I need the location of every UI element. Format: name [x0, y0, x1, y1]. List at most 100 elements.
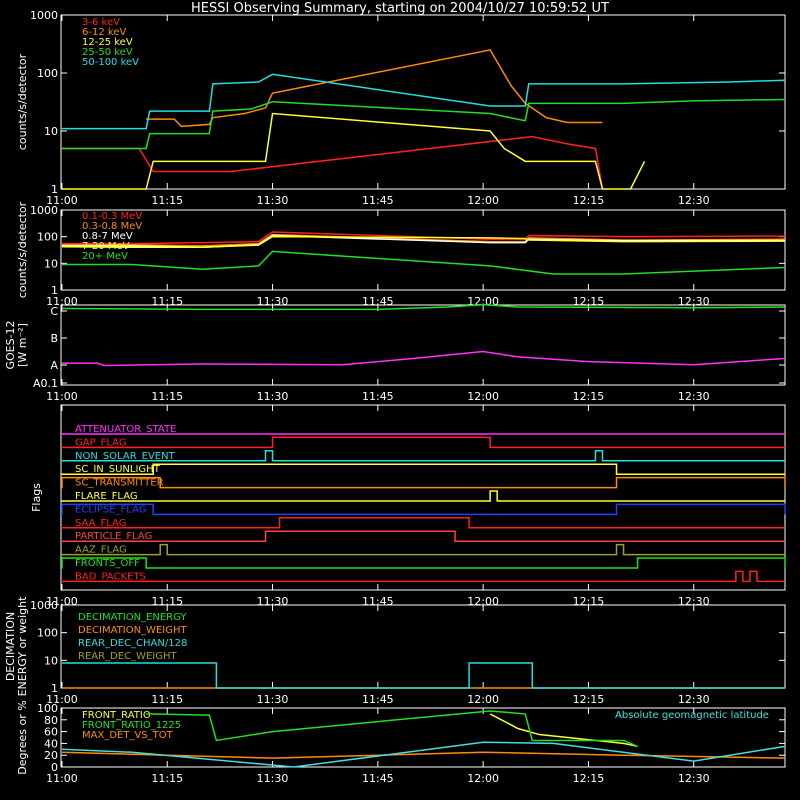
ratio-ylabel: Degrees or % — [16, 700, 29, 774]
y-tick-label: B — [50, 332, 58, 345]
series-line — [61, 73, 786, 130]
x-tick-label: 11:30 — [257, 772, 289, 785]
y-tick-label: 40 — [44, 737, 58, 750]
y-tick-label: 1000 — [30, 599, 58, 612]
series-line — [61, 250, 786, 275]
flag-label: FRONTS_OFF — [75, 558, 140, 569]
flag-line — [61, 490, 785, 502]
flags-frame — [60, 404, 786, 591]
x-tick-label: 12:15 — [573, 390, 605, 403]
series-line — [61, 231, 786, 245]
x-tick-label: 11:00 — [46, 390, 78, 403]
x-tick-label: 11:30 — [257, 390, 289, 403]
flag-line — [61, 570, 785, 583]
y-tick-label: 1 — [51, 284, 58, 297]
legend-label: 50-100 keV — [82, 57, 139, 68]
legend-label: 0.8-7 MeV — [82, 231, 133, 242]
legend-label: FRONT_RATIO — [82, 710, 151, 721]
x-tick-label: 11:45 — [362, 390, 394, 403]
x-tick-label: 12:15 — [573, 693, 605, 706]
goes-frame — [60, 304, 786, 386]
x-tick-label: 12:30 — [678, 772, 710, 785]
y-tick-label: 60 — [44, 726, 58, 739]
x-tick-label: 11:45 — [362, 194, 394, 207]
y-tick-label: A0.1 — [33, 377, 58, 390]
flag-line — [61, 450, 785, 462]
flag-line — [61, 557, 786, 569]
page-title: HESSI Observing Summary, starting on 200… — [191, 1, 609, 16]
y-tick-label: 100 — [37, 627, 58, 640]
series-line — [489, 713, 638, 748]
y-tick-label: A — [50, 359, 58, 372]
flag-label: ECLIPSE_FLAG — [75, 504, 146, 515]
legend-label: 6-12 keV — [82, 27, 126, 38]
x-tick-label: 12:00 — [467, 772, 499, 785]
legend-label: FRONT_RATIO_1225 — [82, 720, 181, 731]
x-tick-label: 11:00 — [46, 194, 78, 207]
dec-ylabel: DECIMATION — [4, 612, 17, 681]
flag-line — [61, 503, 786, 516]
y-tick-label: 100 — [37, 702, 58, 715]
flag-line — [61, 530, 785, 542]
ratio-frame — [60, 707, 786, 768]
flag-line — [61, 543, 785, 556]
legend-label: 12-25 keV — [82, 37, 133, 48]
y-tick-label: 1000 — [30, 204, 58, 217]
flag-label: PARTICLE_FLAG — [75, 531, 152, 542]
flag-label: BAD_PACKETS — [75, 571, 146, 582]
legend-label: REAR_DEC_CHAN/128 — [78, 638, 187, 649]
y-tick-label: 100 — [37, 231, 58, 244]
series-line — [61, 350, 786, 367]
series-line — [61, 303, 786, 311]
x-tick-label: 12:30 — [678, 390, 710, 403]
series-line — [146, 710, 638, 748]
series-line — [61, 235, 786, 249]
x-tick-label: 11:45 — [362, 772, 394, 785]
legend-label: DECIMATION_ENERGY — [78, 612, 187, 623]
goes-ylabel-units: [W m⁻²] — [16, 323, 29, 367]
series-line — [146, 49, 603, 128]
hi-ylabel: counts/s/detector — [16, 201, 29, 298]
dec-ylabel-2: ENERGY or weight — [16, 596, 29, 696]
series-line — [61, 662, 785, 689]
flag-label: SC_IN_SUNLIGHT — [75, 464, 161, 475]
flag-label: FLARE_FLAG — [75, 491, 138, 502]
x-tick-label: 11:15 — [151, 693, 183, 706]
y-tick-label: 1 — [51, 183, 58, 196]
flag-line — [61, 517, 785, 529]
flag-line — [61, 476, 786, 489]
x-tick-label: 11:30 — [257, 693, 289, 706]
lo-ylabel: counts/s/detector — [16, 53, 29, 150]
y-tick-label: C — [50, 305, 58, 318]
goes-ylabel: GOES-12 — [4, 320, 17, 369]
flag-line — [61, 436, 785, 449]
x-tick-label: 11:00 — [46, 772, 78, 785]
flag-label: ATTENUATOR_STATE — [75, 424, 176, 435]
flag-label: AAZ_FLAG — [75, 545, 127, 556]
series-line — [61, 98, 786, 150]
x-tick-label: 12:00 — [467, 693, 499, 706]
legend-label: 20+ MeV — [82, 251, 128, 262]
x-tick-label: 12:15 — [573, 772, 605, 785]
x-tick-label: 12:30 — [678, 194, 710, 207]
y-tick-label: 1000 — [30, 9, 58, 22]
y-tick-label: 80 — [44, 714, 58, 727]
legend-label: 0.3-0.8 MeV — [82, 221, 142, 232]
x-tick-label: 12:00 — [467, 390, 499, 403]
x-tick-label: 11:30 — [257, 194, 289, 207]
legend-label: DECIMATION_WEIGHT — [78, 625, 187, 636]
flag-label: NON_SOLAR_EVENT — [75, 451, 176, 462]
y-tick-label: 20 — [44, 749, 58, 762]
series-line — [61, 741, 786, 768]
flag-line — [61, 463, 785, 475]
flags-ylabel: Flags — [30, 483, 43, 512]
x-tick-label: 11:15 — [151, 390, 183, 403]
series-line — [61, 233, 786, 247]
legend-label: MAX_DET_VS_TOT — [82, 730, 174, 741]
legend-label: 7-20 MeV — [82, 241, 130, 252]
legend-label: REAR_DEC_WEIGHT — [78, 651, 177, 662]
x-tick-label: 11:45 — [362, 693, 394, 706]
flag-label: GAP_FLAG — [75, 437, 127, 448]
y-tick-label: 1 — [51, 682, 58, 695]
